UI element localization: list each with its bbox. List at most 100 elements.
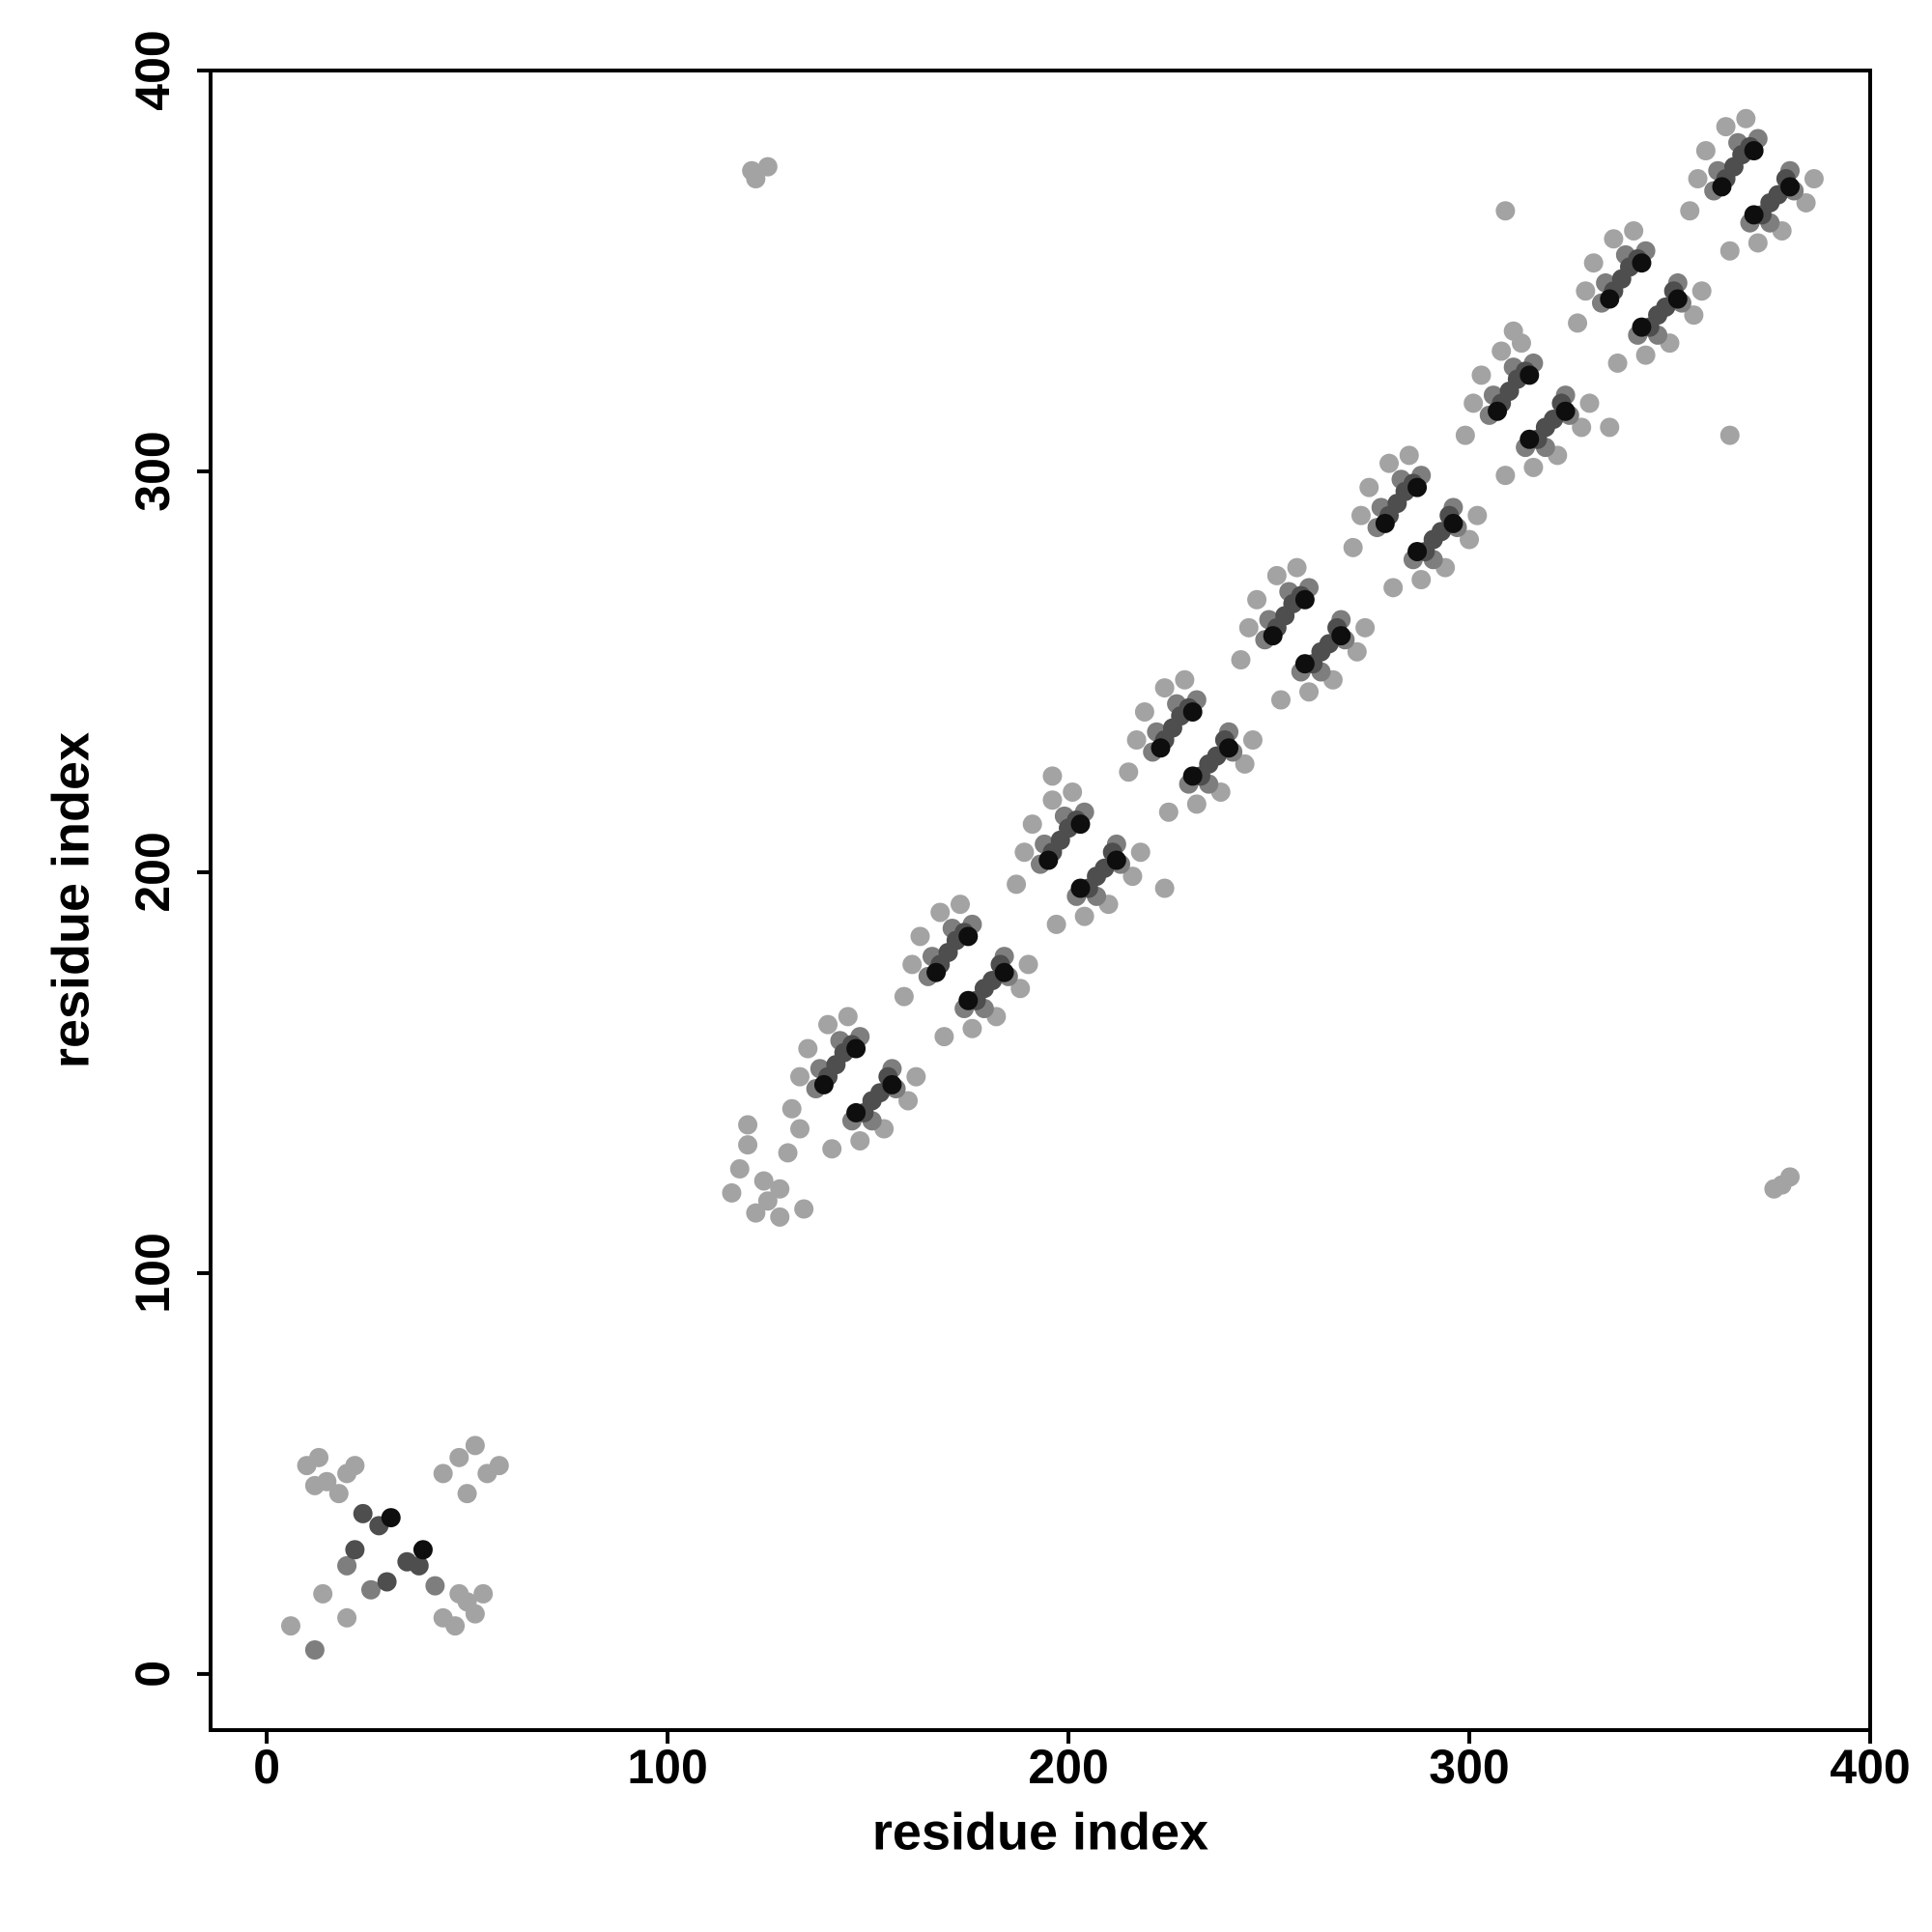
point (882, 1074, 902, 1094)
point (1130, 842, 1151, 863)
point (1235, 753, 1255, 774)
point (409, 1555, 429, 1576)
point (846, 1038, 867, 1059)
point (360, 1579, 381, 1600)
point (1063, 781, 1083, 802)
point (1716, 117, 1736, 137)
point (1495, 201, 1516, 221)
point (1407, 541, 1428, 561)
point (770, 1179, 790, 1199)
point (1691, 281, 1712, 301)
point (433, 1463, 453, 1484)
point (1719, 425, 1740, 445)
point (1764, 1179, 1784, 1199)
point (1555, 401, 1576, 421)
point (894, 986, 914, 1007)
point (729, 1159, 750, 1179)
x-tick-label: 400 (1830, 1740, 1910, 1794)
point (465, 1435, 485, 1456)
point (1579, 393, 1600, 413)
point (1270, 690, 1291, 710)
point (337, 1607, 357, 1628)
point (313, 1583, 333, 1604)
point (1520, 365, 1540, 385)
point (1780, 177, 1801, 197)
point (1495, 466, 1516, 486)
point (1151, 738, 1171, 758)
point (781, 1098, 802, 1119)
point (958, 926, 979, 947)
point (1359, 477, 1379, 497)
point (1379, 453, 1400, 473)
point (1520, 429, 1540, 449)
point (790, 1066, 810, 1087)
point (1383, 578, 1404, 598)
point (345, 1456, 365, 1476)
point (757, 1191, 778, 1211)
point (902, 954, 923, 975)
point (1467, 505, 1488, 526)
point (1523, 457, 1544, 477)
point (1667, 289, 1688, 309)
point (1266, 565, 1287, 585)
point (345, 1540, 365, 1560)
point (1219, 738, 1239, 758)
point (1106, 850, 1126, 870)
point (1399, 445, 1419, 466)
point (838, 1007, 858, 1027)
point (1182, 701, 1203, 722)
point (1018, 954, 1038, 975)
point (1744, 205, 1764, 225)
point (1455, 425, 1475, 445)
point (337, 1555, 357, 1576)
point (1238, 617, 1259, 638)
point (1014, 842, 1035, 863)
point (1719, 241, 1740, 261)
point (473, 1583, 494, 1604)
point (930, 902, 951, 923)
point (1460, 529, 1480, 550)
point (1632, 253, 1652, 273)
point (794, 1199, 814, 1219)
point (1607, 353, 1628, 373)
point (1712, 177, 1732, 197)
point (818, 1014, 838, 1035)
point (1684, 305, 1704, 326)
point (377, 1572, 397, 1592)
point (1568, 313, 1588, 333)
point (1022, 814, 1042, 835)
point (850, 1130, 870, 1151)
point (951, 895, 971, 915)
y-tick-label: 400 (126, 30, 180, 110)
point (926, 962, 947, 982)
x-tick-label: 100 (627, 1740, 707, 1794)
point (309, 1447, 329, 1467)
point (1583, 253, 1604, 273)
point (1119, 762, 1139, 782)
point (457, 1484, 477, 1504)
point (1736, 108, 1756, 128)
point (813, 1074, 834, 1094)
point (1070, 878, 1091, 898)
point (1407, 477, 1428, 497)
point (753, 1171, 774, 1191)
point (934, 1027, 954, 1047)
point (1231, 650, 1251, 670)
point (1471, 365, 1492, 385)
point (1796, 192, 1816, 213)
point (449, 1583, 469, 1604)
plot-frame (209, 69, 1872, 1732)
point (1600, 417, 1620, 438)
y-tick-label: 100 (126, 1233, 180, 1313)
point (798, 1038, 818, 1059)
point (1600, 289, 1620, 309)
point (1294, 589, 1315, 610)
point (1299, 682, 1320, 702)
point (898, 1091, 919, 1111)
point (1695, 140, 1716, 160)
point (381, 1508, 401, 1528)
x-tick-label: 200 (1028, 1740, 1108, 1794)
point (1804, 169, 1824, 189)
point (746, 1203, 766, 1223)
